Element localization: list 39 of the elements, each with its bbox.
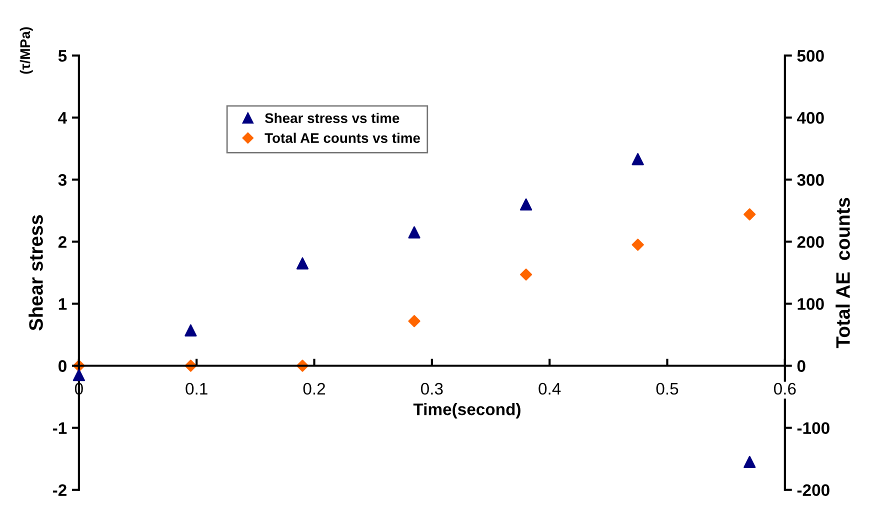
- x-tick-label: 0.5: [656, 382, 678, 395]
- y-axis-title: Shear stress: [28, 215, 43, 331]
- x-tick-label: 0.2: [303, 382, 326, 395]
- y-tick-label: 3: [58, 174, 67, 186]
- point: [520, 268, 532, 281]
- y-tick-label: 2: [58, 236, 66, 248]
- y-tick-label: -2: [52, 484, 66, 496]
- y2-tick-label: -100: [797, 422, 830, 434]
- point: [632, 238, 644, 251]
- y-tick-label: 5: [58, 50, 67, 62]
- x-axis-title: Time(second): [413, 402, 520, 419]
- text: (τ/MPa): [20, 27, 33, 74]
- y2-tick-label: 200: [797, 236, 824, 248]
- y2-tick-label: 300: [797, 174, 824, 186]
- y2-tick-label: 400: [796, 112, 824, 124]
- point: [184, 324, 197, 336]
- point: [520, 198, 532, 211]
- legend-label: Total AE counts vs time: [264, 132, 420, 143]
- y2-tick-label: 100: [798, 298, 824, 310]
- y-tick-label: 1: [58, 298, 67, 310]
- y2-tick-label: 0: [797, 360, 806, 372]
- y-tick-label: -1: [52, 422, 67, 434]
- y-tick-label: 4: [58, 112, 68, 124]
- y2-tick-label: 500: [797, 50, 824, 62]
- point: [744, 456, 756, 468]
- y2-tick-label: -200: [797, 484, 830, 496]
- x-tick-label: 0.3: [420, 382, 443, 395]
- point: [296, 257, 309, 270]
- point: [72, 368, 86, 382]
- y-tick-label: 0: [58, 360, 66, 372]
- x-tick-label: 0.6: [774, 382, 796, 395]
- y2-axis-title: Total AE counts: [836, 198, 850, 348]
- legend-label: Shear stress vs time: [264, 112, 400, 124]
- x-tick-label: 0.1: [186, 382, 208, 395]
- point: [632, 153, 644, 166]
- point: [744, 208, 756, 220]
- point: [408, 226, 420, 238]
- x-tick-label: 0.4: [538, 382, 561, 395]
- point: [408, 315, 420, 328]
